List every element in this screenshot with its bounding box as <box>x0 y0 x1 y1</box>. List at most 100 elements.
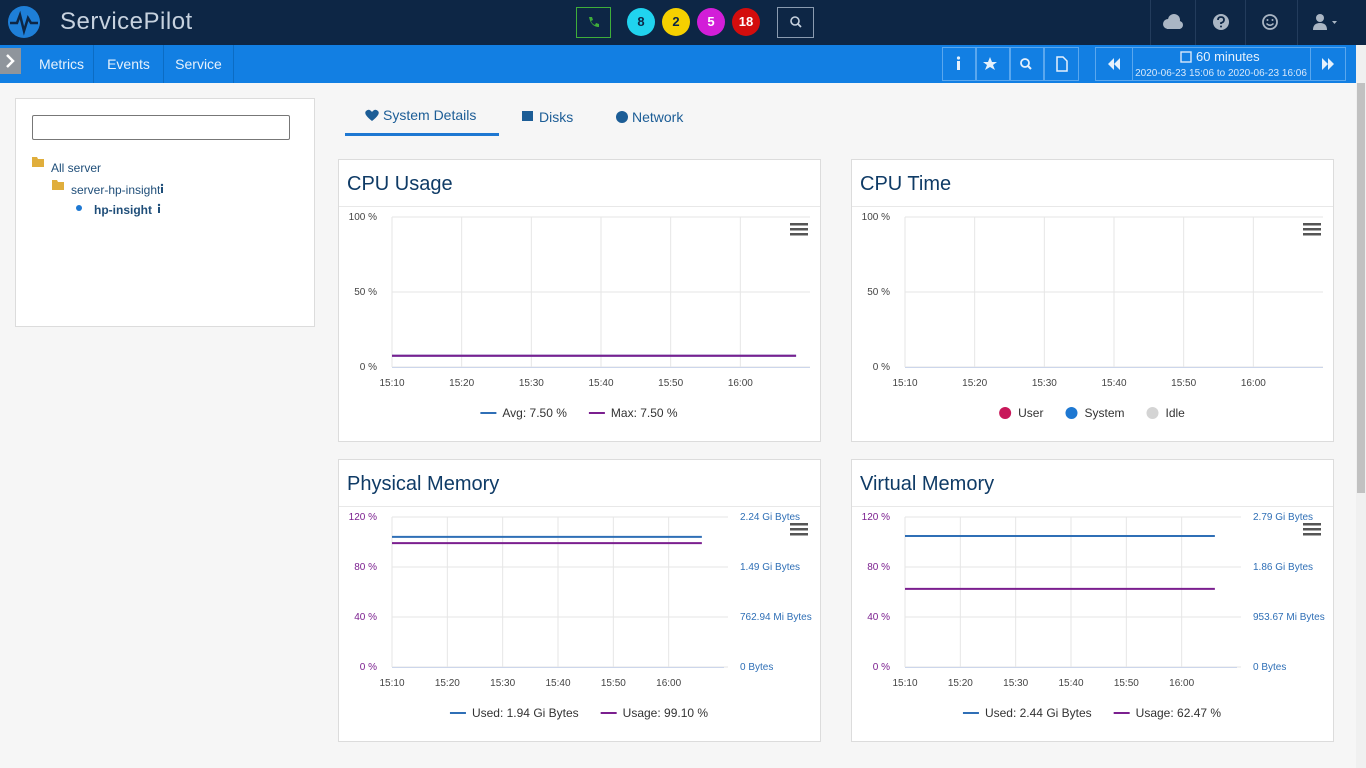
x-tick-label: 15:40 <box>588 378 613 389</box>
tree-node[interactable]: server-hp-insight <box>71 183 161 197</box>
x-tick-label: 16:00 <box>656 678 681 689</box>
y-tick-label: 100 % <box>349 212 377 223</box>
menu-bar <box>790 228 808 231</box>
info-icon[interactable] <box>155 203 163 215</box>
chart-menu[interactable] <box>1303 523 1321 536</box>
y2-tick-label: 2.79 Gi Bytes <box>1253 512 1313 523</box>
menu-bar <box>790 528 808 531</box>
zoom-button[interactable] <box>1020 58 1032 70</box>
x-tick-label: 15:20 <box>948 678 973 689</box>
badge[interactable]: 2 <box>662 8 690 36</box>
y-tick-label: 40 % <box>867 612 890 623</box>
x-tick-label: 15:40 <box>545 678 570 689</box>
y-tick-label: 80 % <box>867 562 890 573</box>
phone-button[interactable] <box>576 7 612 39</box>
tab[interactable]: Network <box>632 109 684 125</box>
menu-bar <box>1303 228 1321 231</box>
badge[interactable]: 5 <box>697 8 725 36</box>
x-tick-label: 15:50 <box>1171 378 1196 389</box>
y-tick-label: 50 % <box>867 287 890 298</box>
tree-search-input[interactable] <box>32 115 290 140</box>
tab[interactable]: Disks <box>539 109 574 125</box>
y-tick-label: 120 % <box>349 512 377 523</box>
x-tick-label: 15:50 <box>658 378 683 389</box>
x-tick-label: 15:10 <box>379 378 404 389</box>
scrollbar-thumb[interactable] <box>1357 83 1365 493</box>
nav-item[interactable]: Events <box>94 45 164 83</box>
nav-item[interactable]: Service <box>164 45 234 83</box>
legend-item: Avg: 7.50 % <box>480 406 567 420</box>
menu-bar <box>1303 223 1321 226</box>
status-dot <box>76 205 82 211</box>
y2-tick-label: 2.24 Gi Bytes <box>740 512 800 523</box>
nav-bar: Metrics Events Service 60 minutes 2020-0… <box>0 45 1356 83</box>
y2-tick-label: 1.86 Gi Bytes <box>1253 562 1313 573</box>
badge[interactable]: 18 <box>732 8 760 36</box>
y-tick-label: 40 % <box>354 612 377 623</box>
legend-item: Usage: 99.10 % <box>600 706 709 720</box>
range-period[interactable]: 2020-06-23 15:06 to 2020-06-23 16:06 <box>1135 68 1307 79</box>
chart-panel: Physical Memory 0 % 40 % 80 % 120 % 0 Bytes 76… <box>338 459 821 742</box>
badge[interactable]: 8 <box>627 8 655 36</box>
nav-buttons <box>942 47 1079 81</box>
chart-menu[interactable] <box>1303 223 1321 236</box>
tree-node[interactable]: hp-insight <box>94 203 152 217</box>
legend-label: Used: 2.44 Gi Bytes <box>985 706 1092 720</box>
menu-bar <box>790 223 808 226</box>
sidebar-toggle[interactable] <box>0 48 21 74</box>
legend: Used: 2.44 Gi Bytes Usage: 62.47 % <box>962 706 1222 720</box>
smile-icon[interactable] <box>1262 14 1278 30</box>
legend-item: Usage: 62.47 % <box>1113 706 1222 720</box>
nav-item[interactable]: Metrics <box>30 45 94 83</box>
legend: Used: 1.94 Gi Bytes Usage: 99.10 % <box>449 706 709 720</box>
favorite-button[interactable] <box>983 57 997 70</box>
menu-bar <box>790 523 808 526</box>
y-tick-label: 80 % <box>354 562 377 573</box>
chart-menu[interactable] <box>790 223 808 236</box>
x-tick-label: 15:50 <box>1114 678 1139 689</box>
report-button[interactable] <box>1056 56 1068 72</box>
search-button[interactable] <box>777 7 815 39</box>
panel-frame <box>338 459 821 742</box>
y-tick-label: 0 % <box>360 662 377 673</box>
time-range: 60 minutes 2020-06-23 15:06 to 2020-06-2… <box>1095 47 1346 81</box>
user-menu[interactable] <box>1313 14 1337 30</box>
x-tick-label: 16:00 <box>728 378 753 389</box>
chart-title: CPU Usage <box>347 173 453 195</box>
menu-bar <box>1303 233 1321 236</box>
x-tick-label: 15:30 <box>490 678 515 689</box>
legend-marker <box>1065 407 1078 419</box>
tab[interactable]: System Details <box>383 107 477 123</box>
menu-bar <box>1303 523 1321 526</box>
tab-icons <box>345 109 628 136</box>
previous-button[interactable] <box>1108 58 1120 70</box>
x-tick-label: 15:30 <box>1003 678 1028 689</box>
info-icon[interactable] <box>158 183 166 195</box>
x-tick-label: 15:30 <box>1032 378 1057 389</box>
legend-label: User <box>1018 406 1043 420</box>
legend-label: Usage: 99.10 % <box>623 706 709 720</box>
y-tick-label: 0 % <box>873 362 890 373</box>
next-button[interactable] <box>1322 58 1334 70</box>
x-tick-label: 15:10 <box>379 678 404 689</box>
menu-bar <box>790 233 808 236</box>
panel-frame <box>851 159 1334 442</box>
y-tick-label: 100 % <box>862 212 890 223</box>
info-button[interactable] <box>956 56 961 70</box>
chart-title: CPU Time <box>860 173 951 195</box>
legend-marker <box>1146 407 1159 419</box>
chart-title: Virtual Memory <box>860 473 994 495</box>
range-title[interactable]: 60 minutes <box>1196 49 1260 64</box>
help-icon[interactable] <box>1213 14 1229 30</box>
cloud-icon[interactable] <box>1163 14 1183 29</box>
folder-icon <box>52 180 64 190</box>
legend-label: Usage: 62.47 % <box>1136 706 1222 720</box>
tree-node[interactable]: All server <box>51 161 102 175</box>
top-bar: ServicePilot 8 2 5 18 <box>0 0 1366 45</box>
legend-marker <box>999 407 1012 419</box>
legend: User System Idle <box>999 406 1185 420</box>
chart-menu[interactable] <box>790 523 808 536</box>
chart-panel: Virtual Memory 0 % 40 % 80 % 120 % 0 Bytes 953… <box>851 459 1334 742</box>
y2-tick-label: 0 Bytes <box>740 662 773 673</box>
